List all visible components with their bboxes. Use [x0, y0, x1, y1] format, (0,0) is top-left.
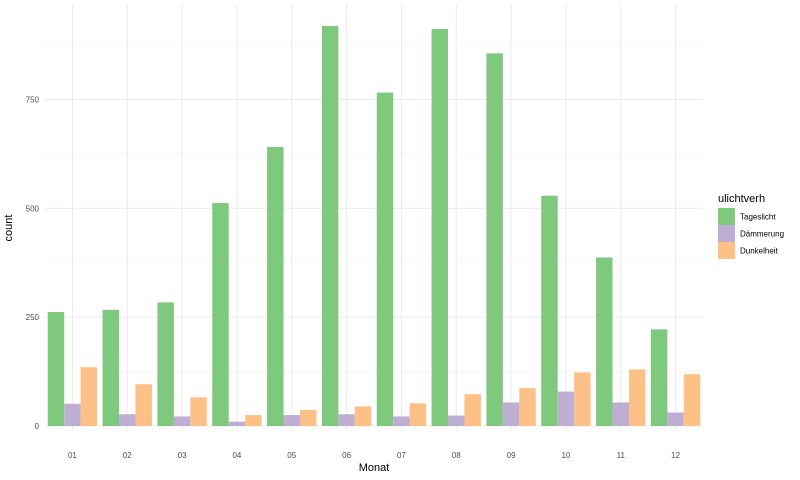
y-axis-ticks: 0 250 500 750: [26, 96, 40, 432]
bar-dunkelheit-09: [519, 388, 536, 426]
x-tick-label: 08: [452, 451, 461, 460]
bar-dunkelheit-07: [409, 403, 427, 426]
grid: [45, 5, 703, 430]
y-tick-label: 750: [26, 96, 40, 105]
bar-d-mmerung-02: [119, 414, 136, 426]
y-tick-label: 0: [35, 422, 40, 431]
x-tick-label: 05: [287, 451, 296, 460]
legend-title: ulichtverh: [718, 193, 765, 205]
bar-d-mmerung-10: [557, 391, 575, 426]
legend: ulichtverh Tageslicht Dämmerung Dunkelheit: [718, 193, 784, 259]
bar-dunkelheit-12: [683, 374, 701, 426]
bar-tageslicht-04: [212, 203, 229, 426]
bar-tageslicht-08: [431, 28, 449, 426]
legend-key-dunkelheit: [718, 242, 735, 259]
legend-label: Dunkelheit: [740, 247, 779, 256]
bar-tageslicht-03: [157, 302, 174, 426]
bar-dunkelheit-02: [135, 384, 152, 426]
bar-d-mmerung-05: [283, 415, 300, 426]
bar-d-mmerung-06: [338, 414, 355, 426]
bar-tageslicht-11: [596, 257, 613, 426]
x-tick-label: 10: [561, 451, 570, 460]
x-axis-ticks: 01 02 03 04 05 06 07 08 09 10 11 12: [68, 451, 681, 460]
bar-dunkelheit-01: [80, 367, 98, 426]
bar-tageslicht-02: [102, 309, 120, 426]
x-tick-label: 02: [123, 451, 132, 460]
legend-items: Tageslicht Dämmerung Dunkelheit: [718, 208, 784, 259]
bar-dunkelheit-10: [574, 372, 591, 426]
legend-key-d-mmerung: [718, 225, 735, 242]
bar-tageslicht-07: [376, 92, 394, 426]
bar-d-mmerung-11: [612, 402, 629, 426]
bar-tageslicht-01: [47, 311, 65, 426]
bar-dunkelheit-06: [354, 406, 372, 426]
bar-d-mmerung-03: [173, 416, 191, 426]
legend-label: Dämmerung: [740, 230, 784, 239]
bar-d-mmerung-07: [393, 416, 410, 426]
x-tick-label: 11: [617, 451, 626, 460]
legend-key-tageslicht: [718, 208, 735, 225]
x-tick-label: 03: [178, 451, 187, 460]
bar-dunkelheit-04: [245, 415, 262, 426]
x-tick-label: 06: [342, 451, 351, 460]
bar-tageslicht-05: [267, 146, 284, 426]
bars: [47, 25, 701, 426]
bar-d-mmerung-01: [64, 403, 81, 426]
bar-dunkelheit-08: [464, 394, 481, 426]
bar-d-mmerung-08: [448, 415, 465, 426]
bar-dunkelheit-05: [299, 409, 317, 426]
y-tick-label: 500: [26, 204, 40, 213]
bar-tageslicht-12: [650, 329, 668, 426]
x-tick-label: 01: [68, 451, 77, 460]
bar-d-mmerung-12: [667, 412, 684, 426]
bar-dunkelheit-03: [190, 397, 207, 426]
bar-d-mmerung-04: [228, 421, 246, 426]
bar-d-mmerung-09: [502, 402, 520, 426]
bar-tageslicht-10: [541, 195, 558, 426]
bar-tageslicht-06: [321, 25, 339, 426]
legend-label: Tageslicht: [740, 213, 776, 222]
bar-tageslicht-09: [486, 53, 503, 426]
x-tick-label: 04: [232, 451, 241, 460]
y-axis-title: count: [3, 215, 15, 242]
x-tick-label: 09: [507, 451, 516, 460]
x-tick-label: 07: [397, 451, 406, 460]
y-tick-label: 250: [26, 313, 40, 322]
bar-dunkelheit-11: [628, 369, 646, 426]
x-tick-label: 12: [671, 451, 680, 460]
x-axis-title: Monat: [359, 462, 390, 474]
